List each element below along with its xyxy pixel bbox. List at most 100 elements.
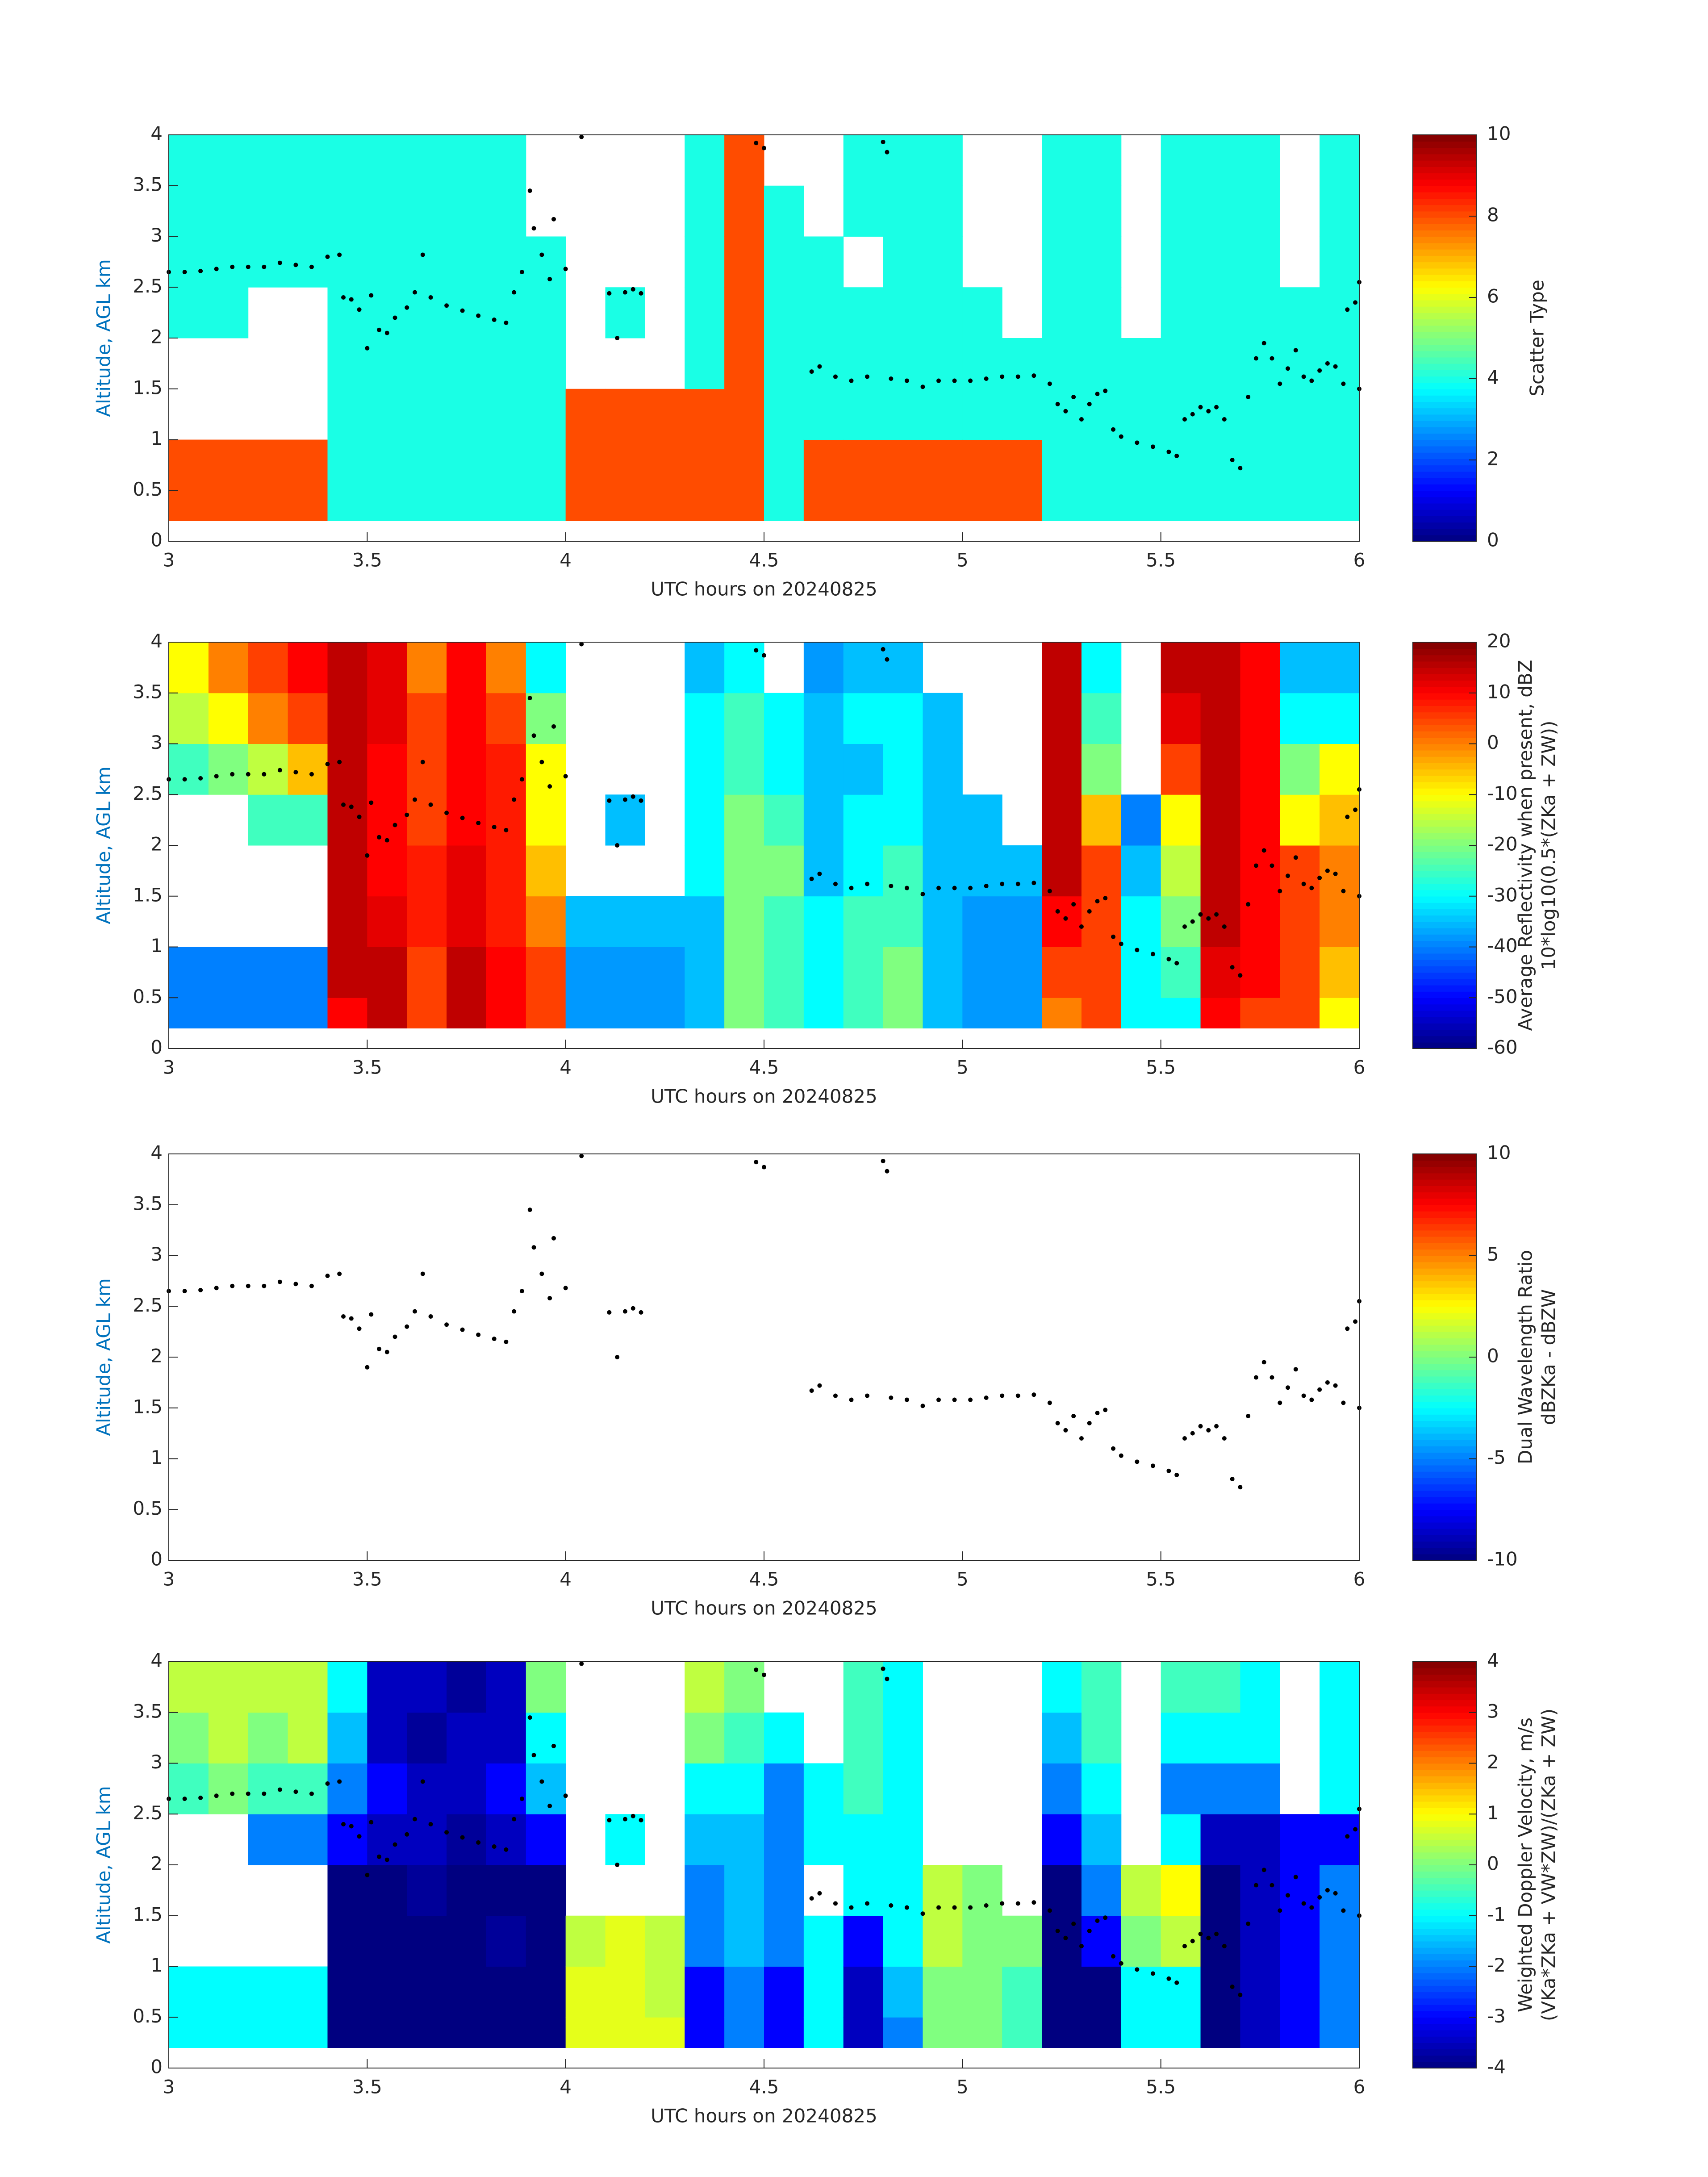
- overlay-point: [405, 1832, 409, 1837]
- heatmap-cell: [447, 693, 487, 744]
- heatmap-cell: [208, 1662, 249, 1713]
- colorbar-slice: [1413, 281, 1476, 288]
- overlay-point: [182, 777, 187, 782]
- overlay-point: [365, 853, 370, 858]
- overlay-point: [460, 308, 465, 313]
- heatmap-cell: [724, 2017, 764, 2048]
- heatmap-cell: [248, 1966, 288, 2018]
- x-tick-label: 5.5: [1146, 2076, 1176, 2098]
- heatmap-cell: [1280, 2017, 1320, 2048]
- overlay-point: [881, 647, 885, 652]
- heatmap-cell: [1081, 185, 1122, 237]
- heatmap-cell: [248, 794, 288, 846]
- overlay-point: [1309, 886, 1314, 890]
- heatmap-cell: [1002, 338, 1042, 389]
- x-tick-label: 3.5: [352, 1057, 382, 1078]
- overlay-point: [551, 724, 556, 729]
- overlay-point: [1047, 889, 1052, 894]
- colorbar-slice: [1413, 497, 1476, 504]
- heatmap-cell: [1042, 490, 1082, 521]
- heatmap-cell: [565, 490, 606, 521]
- colorbar-slice: [1413, 1528, 1476, 1535]
- colorbar-slice: [1413, 1452, 1476, 1459]
- overlay-point: [1111, 427, 1116, 432]
- heatmap-cell: [169, 642, 209, 694]
- colorbar-slice: [1413, 1211, 1476, 1218]
- colorbar-slice: [1413, 1839, 1476, 1847]
- colorbar-tick-label: 0: [1487, 1853, 1499, 1875]
- x-tick-label: 3: [163, 1568, 175, 1590]
- overlay-point: [1103, 1408, 1108, 1412]
- overlay-point: [1079, 417, 1084, 422]
- heatmap-cell: [1200, 1763, 1240, 1814]
- heatmap-cell: [1200, 845, 1240, 897]
- heatmap-cell: [1320, 693, 1360, 744]
- heatmap-cell: [288, 236, 328, 288]
- colorbar-slice: [1413, 1700, 1476, 1707]
- overlay-point: [754, 1667, 759, 1672]
- y-tick-label: 1.5: [133, 1903, 163, 1925]
- overlay-point: [1214, 405, 1219, 409]
- heatmap-cell: [1200, 338, 1240, 389]
- heatmap-cell: [1240, 1865, 1280, 1916]
- overlay-point: [1119, 941, 1123, 946]
- heatmap-cell: [843, 2017, 884, 2048]
- y-tick-label: 0.5: [133, 986, 163, 1007]
- overlay-point: [1341, 1400, 1346, 1405]
- overlay-point: [357, 815, 362, 819]
- overlay-point: [412, 1309, 417, 1314]
- y-tick-label: 1: [150, 1954, 163, 1976]
- colorbar-slice: [1413, 1166, 1476, 1174]
- overlay-point: [865, 1901, 870, 1906]
- heatmap-cell: [605, 439, 645, 491]
- heatmap-cell: [1121, 1966, 1161, 2018]
- heatmap-cell: [526, 1763, 566, 1814]
- colorbar-slice: [1413, 1243, 1476, 1250]
- heatmap-cell: [883, 693, 923, 744]
- overlay-point: [639, 291, 643, 296]
- overlay-point: [547, 784, 552, 789]
- heatmap-cell: [327, 338, 367, 389]
- heatmap-cell: [923, 1915, 963, 1967]
- heatmap-cell: [407, 896, 447, 947]
- colorbar-slice: [1413, 1814, 1476, 1821]
- heatmap-cell: [407, 490, 447, 521]
- heatmap-cell: [1081, 338, 1122, 389]
- heatmap-cell: [447, 439, 487, 491]
- heatmap-cell: [685, 693, 725, 744]
- y-tick-label: 0: [150, 1548, 163, 1570]
- heatmap-cell: [447, 845, 487, 897]
- overlay-point: [1087, 1928, 1092, 1933]
- heatmap-cell: [327, 896, 367, 947]
- overlay-point: [1278, 889, 1282, 894]
- overlay-point: [1270, 863, 1274, 868]
- heatmap-cell: [883, 642, 923, 694]
- overlay-point: [376, 1346, 381, 1351]
- colorbar-slice: [1413, 2030, 1476, 2037]
- heatmap-cell: [367, 794, 407, 846]
- heatmap-cell: [486, 1662, 526, 1713]
- overlay-point: [1301, 1393, 1306, 1398]
- heatmap-cell: [169, 1712, 209, 1763]
- colorbar-slice: [1413, 890, 1476, 897]
- colorbar-label: Scatter Type: [1526, 280, 1548, 396]
- overlay-point: [1063, 1935, 1068, 1940]
- colorbar-slice: [1413, 1941, 1476, 1948]
- overlay-point: [376, 1854, 381, 1859]
- heatmap-cell: [486, 1712, 526, 1763]
- heatmap-cell: [447, 185, 487, 237]
- overlay-point: [1150, 1463, 1155, 1468]
- colorbar-label: (VKa*ZKa + VW*ZW)/(ZKa + ZW): [1538, 1709, 1560, 2021]
- colorbar-slice: [1413, 1179, 1476, 1186]
- heatmap-cell: [843, 1712, 884, 1763]
- heatmap-cell: [447, 1915, 487, 1967]
- colorbar-slice: [1413, 1490, 1476, 1497]
- heatmap-cell: [169, 1966, 209, 2018]
- heatmap-cell: [1200, 794, 1240, 846]
- heatmap-cell: [1280, 896, 1320, 947]
- heatmap-cell: [883, 744, 923, 795]
- x-tick-label: 4: [560, 1057, 572, 1078]
- overlay-point: [1230, 1477, 1235, 1481]
- colorbar-slice: [1413, 1922, 1476, 1929]
- overlay-point: [428, 1822, 433, 1826]
